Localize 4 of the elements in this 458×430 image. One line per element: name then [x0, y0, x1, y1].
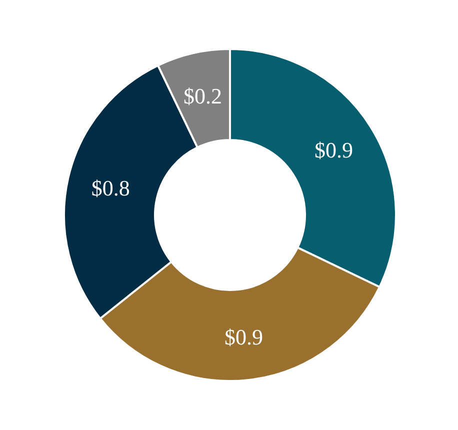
data-label: $0.9 — [314, 138, 353, 163]
data-label: $0.9 — [224, 324, 263, 350]
data-label: $0.2 — [183, 83, 222, 108]
data-label: $0.8 — [91, 175, 130, 200]
